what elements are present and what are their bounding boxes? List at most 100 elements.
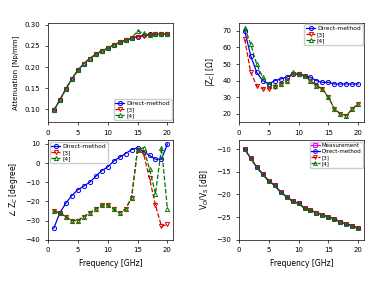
[3] (70, 77, 74, 81)
Line: [4]: [4] (243, 25, 360, 118)
[4] (278, 82, 283, 86)
Direct-method (123, 152, 128, 155)
[3] (52, 109, 56, 112)
Title: (a): (a) (104, 166, 117, 176)
Measurement (350, 224, 354, 228)
[4] (350, 107, 354, 111)
Measurement (278, 190, 283, 194)
[4] (123, 207, 128, 211)
[3] (248, 157, 253, 160)
[4] (88, 57, 92, 60)
[4] (135, 29, 140, 33)
[3] (308, 209, 313, 212)
Line: Direct-method: Direct-method (243, 147, 360, 230)
Measurement (338, 220, 343, 223)
[4] (338, 112, 343, 116)
[3] (106, 47, 110, 50)
Direct-method (296, 72, 301, 76)
[3] (58, 98, 62, 102)
Direct-method (112, 160, 116, 163)
Direct-method (99, 169, 104, 172)
[4] (332, 107, 337, 111)
[3] (338, 220, 343, 223)
[3] (153, 204, 158, 207)
Line: [3]: [3] (52, 32, 170, 113)
Measurement (284, 195, 289, 198)
[3] (278, 190, 283, 194)
[4] (356, 227, 361, 230)
Direct-method (130, 37, 134, 40)
[3] (320, 87, 325, 91)
[3] (272, 184, 277, 187)
Direct-method (243, 147, 247, 151)
Direct-method (332, 218, 337, 221)
[4] (52, 209, 56, 213)
[4] (93, 53, 98, 56)
[3] (64, 215, 68, 218)
Direct-method (338, 82, 343, 86)
Direct-method (302, 206, 307, 210)
[3] (130, 196, 134, 199)
[4] (272, 84, 277, 87)
Direct-method (153, 33, 158, 36)
[3] (130, 37, 134, 40)
Direct-method (64, 87, 68, 91)
Direct-method (350, 224, 354, 228)
[4] (159, 146, 164, 149)
[3] (147, 34, 152, 37)
Measurement (344, 222, 348, 226)
[4] (266, 82, 271, 86)
Direct-method (254, 166, 259, 169)
Direct-method (296, 202, 301, 205)
Direct-method (278, 190, 283, 194)
[3] (123, 39, 128, 42)
[3] (284, 195, 289, 198)
[4] (254, 62, 259, 66)
[3] (159, 224, 164, 228)
X-axis label: Frequency [GHz]: Frequency [GHz] (79, 259, 142, 268)
X-axis label: Frequency [GHz]: Frequency [GHz] (79, 141, 142, 150)
Line: [3]: [3] (243, 37, 360, 118)
Direct-method (332, 82, 337, 86)
Legend: Direct-method, [3], [4]: Direct-method, [3], [4] (114, 100, 171, 120)
[3] (350, 224, 354, 228)
[4] (290, 200, 295, 203)
Direct-method (165, 32, 170, 36)
[4] (112, 207, 116, 211)
[3] (338, 112, 343, 116)
Direct-method (93, 53, 98, 56)
Direct-method (141, 34, 146, 37)
X-axis label: Frequency [GHz]: Frequency [GHz] (270, 141, 333, 150)
Legend: Direct-method, [3], [4]: Direct-method, [3], [4] (304, 24, 362, 45)
[4] (272, 184, 277, 187)
Measurement (272, 184, 277, 187)
Direct-method (290, 72, 295, 76)
[4] (106, 204, 110, 207)
Direct-method (112, 43, 116, 47)
[3] (302, 206, 307, 210)
[4] (350, 224, 354, 228)
Line: Direct-method: Direct-method (52, 32, 170, 113)
Measurement (314, 211, 319, 214)
[4] (284, 79, 289, 82)
Y-axis label: |Z$_C$| [Ω]: |Z$_C$| [Ω] (204, 57, 216, 87)
[4] (99, 204, 104, 207)
Measurement (296, 202, 301, 205)
[3] (248, 71, 253, 74)
Measurement (254, 166, 259, 169)
[3] (272, 86, 277, 89)
Direct-method (135, 35, 140, 38)
[3] (82, 215, 86, 218)
Direct-method (147, 154, 152, 157)
[4] (117, 41, 122, 44)
Direct-method (88, 180, 92, 184)
[3] (278, 82, 283, 86)
[3] (75, 219, 80, 222)
[4] (75, 219, 80, 222)
Direct-method (159, 33, 164, 36)
Direct-method (70, 77, 74, 81)
[4] (320, 213, 325, 217)
Line: Direct-method: Direct-method (243, 29, 360, 86)
[3] (326, 96, 330, 99)
Direct-method (314, 79, 319, 82)
